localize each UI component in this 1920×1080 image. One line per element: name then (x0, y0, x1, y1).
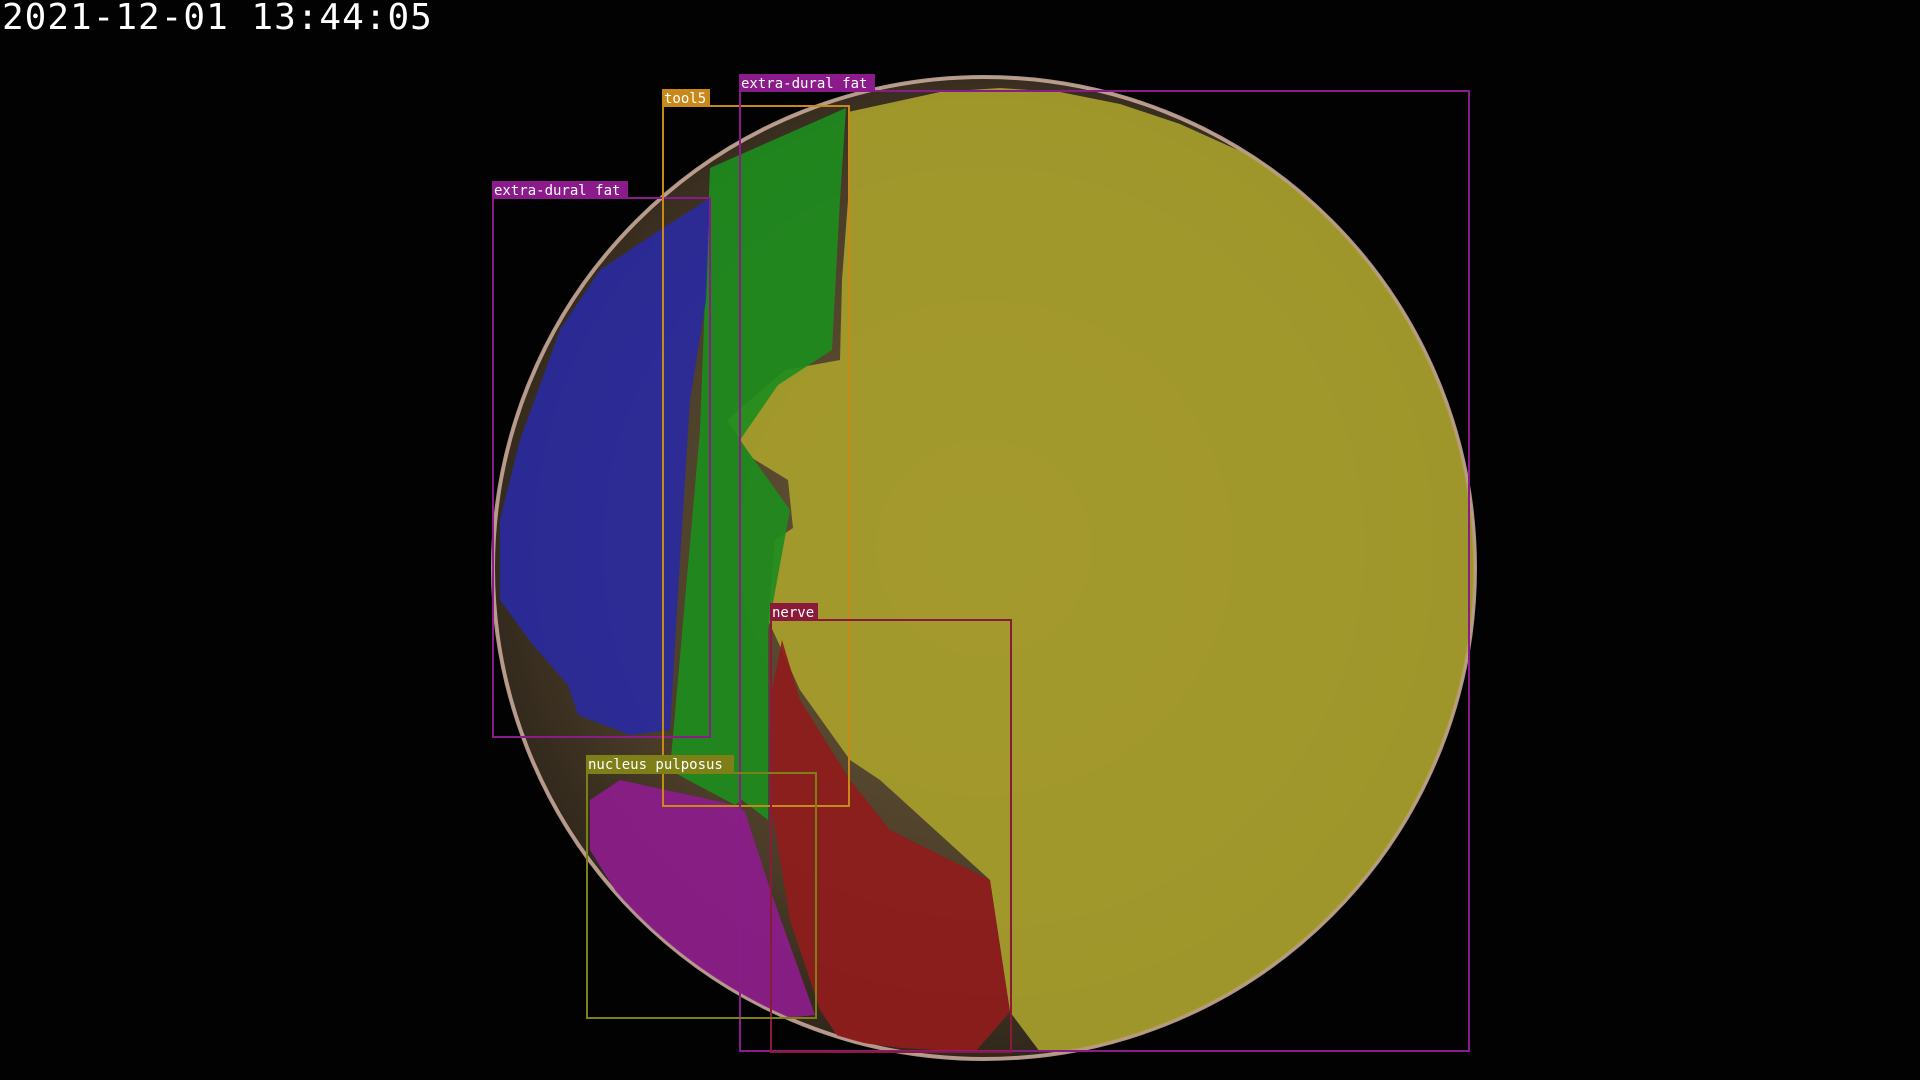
timestamp: 2021-12-01 13:44:05 (2, 0, 433, 38)
nerve-region (770, 640, 1010, 1052)
extra-dural-fat-left-region (500, 198, 710, 735)
label-nerve: nerve (770, 603, 818, 621)
label-extra-dural-fat-main: extra-dural fat (739, 74, 875, 92)
label-nucleus-pulposus: nucleus pulposus (586, 755, 734, 773)
label-extra-dural-fat-left: extra-dural fat (492, 181, 628, 199)
svg-text:nerve: nerve (772, 605, 814, 621)
svg-text:extra-dural fat: extra-dural fat (494, 183, 620, 199)
svg-text:tool5: tool5 (664, 91, 706, 107)
tool5-region (670, 108, 846, 820)
box-nerve (770, 619, 1012, 1053)
box-extra-dural-fat-main (739, 90, 1470, 1052)
extra-dural-fat-region (727, 88, 1474, 1052)
label-tool5: tool5 (662, 89, 710, 107)
box-tool5 (662, 105, 850, 807)
nucleus-pulposus-region (590, 780, 815, 1020)
svg-text:nucleus pulposus: nucleus pulposus (588, 757, 723, 773)
svg-text:extra-dural fat: extra-dural fat (741, 76, 867, 92)
